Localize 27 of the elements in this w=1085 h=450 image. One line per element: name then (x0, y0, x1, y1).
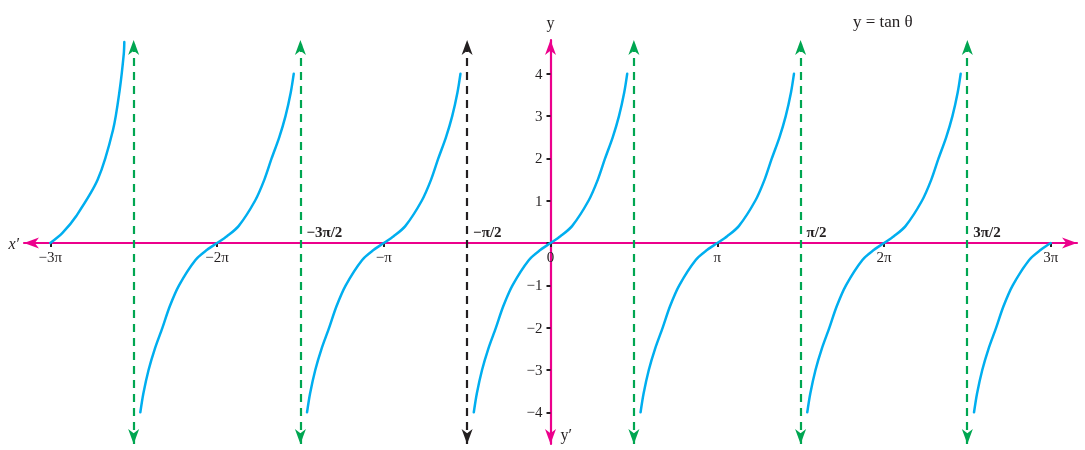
ref-line-label: −3π/2 (306, 223, 343, 240)
x-axis-title: x′ (7, 234, 20, 252)
ref-line-label: π/2 (806, 223, 827, 240)
y-tick-label: 4 (535, 65, 543, 82)
x-tick-label: 2π (876, 248, 892, 265)
y-tick-label: −2 (526, 319, 543, 336)
x-tick-label: −3π (38, 248, 63, 265)
x-tick-label: −π (375, 248, 393, 265)
y-tick-label: −1 (526, 277, 543, 294)
y-tick-label: 3 (535, 108, 543, 125)
x-tick-label: −2π (205, 248, 230, 265)
y-axis-title: y (546, 13, 555, 32)
ref-line-label: −π/2 (473, 223, 502, 240)
line-series (139, 72, 295, 414)
y-tick-label: −4 (526, 404, 543, 421)
x-tick-label: π (713, 248, 722, 265)
line-series (639, 72, 796, 414)
chart-title: y = tan θ (853, 12, 913, 31)
x-tick-label: 3π (1043, 248, 1059, 265)
y-tick-label: −3 (526, 361, 543, 378)
line-series (49, 40, 126, 245)
line-series (305, 72, 462, 414)
y-tick-label: 2 (535, 150, 543, 167)
y-tick-label: 1 (535, 192, 543, 209)
ref-line-label: 3π/2 (973, 223, 1001, 240)
line-series (806, 72, 962, 414)
annotation: y′ (560, 425, 572, 444)
